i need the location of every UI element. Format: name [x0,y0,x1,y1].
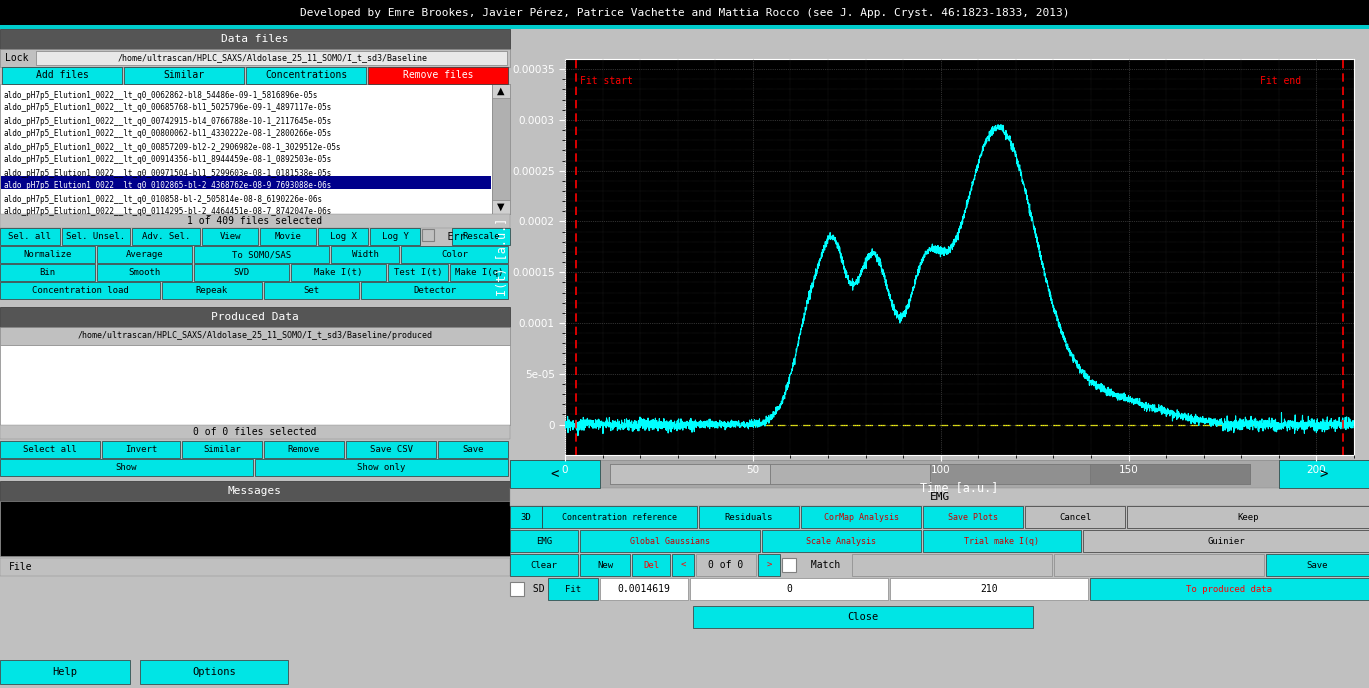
Text: Make I(q): Make I(q) [455,268,504,277]
Text: Test I(t): Test I(t) [394,268,442,277]
Text: Messages: Messages [229,486,282,496]
Text: Save: Save [463,445,483,454]
Text: Color: Color [441,250,468,259]
Text: aldo_pH7p5_Elution1_0022__lt_q0_00857209-bl2-2_2906982e-08-1_3029512e-05s: aldo_pH7p5_Elution1_0022__lt_q0_00857209… [3,142,341,151]
Text: Adv. Sel.: Adv. Sel. [142,232,190,241]
Text: Invert: Invert [125,445,157,454]
Text: Save Plots: Save Plots [947,513,998,522]
Text: Similar: Similar [163,70,204,80]
Text: Cancel: Cancel [1058,513,1091,522]
Text: Fit end: Fit end [1259,76,1301,87]
Text: Movie: Movie [275,232,301,241]
Text: View: View [219,232,241,241]
Text: Match: Match [805,560,841,570]
Text: To SOMO/SAS: To SOMO/SAS [231,250,292,259]
Text: >: > [1320,467,1328,481]
Text: Save: Save [1307,561,1328,570]
Text: <: < [550,467,559,481]
Text: Concentrations: Concentrations [264,70,348,80]
Text: Del: Del [643,561,658,570]
Text: aldo_pH7p5_Elution1_0022__lt_q0_00800062-bl1_4330222e-08-1_2800266e-05s: aldo_pH7p5_Elution1_0022__lt_q0_00800062… [3,129,331,138]
Text: Save CSV: Save CSV [370,445,412,454]
Text: Lock: Lock [5,53,29,63]
Text: 1 of 409 files selected: 1 of 409 files selected [188,216,323,226]
Text: Show: Show [116,463,137,472]
Text: Remove files: Remove files [402,70,474,80]
Y-axis label: I(t) [a.u.]: I(t) [a.u.] [496,218,509,297]
Text: SD: SD [527,584,545,594]
Text: Produced Data: Produced Data [211,312,298,322]
Text: Err: Err [430,231,465,241]
Text: aldo_pH7p5_Elution1_0022__lt_q0_00685768-bl1_5025796e-09-1_4897117e-05s: aldo_pH7p5_Elution1_0022__lt_q0_00685768… [3,103,331,113]
Text: aldo_pH7p5_Elution1_0022__lt_q0_010858-bl-2_505814e-08-8_6190226e-06s: aldo_pH7p5_Elution1_0022__lt_q0_010858-b… [3,195,322,204]
Text: 0: 0 [786,584,791,594]
Text: Bin: Bin [40,268,56,277]
X-axis label: Time [a.u.]: Time [a.u.] [920,481,999,494]
Text: Residuals: Residuals [724,513,773,522]
Text: Options: Options [192,667,235,677]
Text: aldo_pH7p5_Elution1_0022__lt_q0_00742915-bl4_0766788e-10-1_2117645e-05s: aldo_pH7p5_Elution1_0022__lt_q0_00742915… [3,116,331,125]
Text: aldo_pH7p5_Elution1_0022__lt_q0_0114295-bl-2_4464451e-08-7_8742047e-06s: aldo_pH7p5_Elution1_0022__lt_q0_0114295-… [3,208,331,217]
Text: File: File [10,562,33,572]
Text: Fit start: Fit start [580,76,632,87]
Text: Concentration load: Concentration load [31,286,129,295]
Text: 210: 210 [980,584,998,594]
Text: Detector: Detector [413,286,456,295]
Text: Trial make I(q): Trial make I(q) [965,537,1039,546]
Text: Average: Average [126,250,163,259]
Text: EMG: EMG [930,492,950,502]
Text: Smooth: Smooth [129,268,160,277]
Text: Normalize: Normalize [23,250,71,259]
Text: Data files: Data files [222,34,289,44]
Text: 0.0014619: 0.0014619 [617,584,671,594]
Text: Log Y: Log Y [382,232,408,241]
Text: Clear: Clear [531,561,557,570]
Text: Rescale: Rescale [463,232,500,241]
Text: ▼: ▼ [497,202,505,212]
Text: Sel. Unsel.: Sel. Unsel. [67,232,126,241]
Text: Similar: Similar [203,445,241,454]
Text: CorMap Analysis: CorMap Analysis [824,513,898,522]
Text: Remove: Remove [287,445,320,454]
Text: 0 of 0: 0 of 0 [708,560,743,570]
Text: ▲: ▲ [497,86,505,96]
Text: Developed by Emre Brookes, Javier Pérez, Patrice Vachette and Mattia Rocco (see : Developed by Emre Brookes, Javier Pérez,… [300,8,1069,18]
Text: /home/ultrascan/HPLC_SAXS/Aldolase_25_11_SOMO/I_t_sd3/Baseline/produced: /home/ultrascan/HPLC_SAXS/Aldolase_25_11… [78,332,433,341]
Text: Select all: Select all [23,445,77,454]
Text: Width: Width [352,250,378,259]
Text: Repeak: Repeak [196,286,229,295]
Text: <: < [680,561,686,570]
Text: SVD: SVD [234,268,249,277]
Text: Set: Set [304,286,319,295]
Text: 3D: 3D [520,513,531,522]
Text: New: New [597,561,613,570]
Text: aldo_pH7p5_Elution1_0022__lt_q0_00971504-bl1_5299603e-08-1_0181538e-05s: aldo_pH7p5_Elution1_0022__lt_q0_00971504… [3,169,331,178]
Text: Sel. all: Sel. all [8,232,52,241]
Text: EMG: EMG [535,537,552,546]
Text: Make I(t): Make I(t) [315,268,363,277]
Text: Keep: Keep [1238,513,1258,522]
Text: Global Gaussians: Global Gaussians [630,537,711,546]
Text: Close: Close [847,612,879,622]
Text: /home/ultrascan/HPLC_SAXS/Aldolase_25_11_SOMO/I_t_sd3/Baseline: /home/ultrascan/HPLC_SAXS/Aldolase_25_11… [118,54,427,63]
Text: aldo_pH7p5_Elution1_0022__lt_q0_00914356-bl1_8944459e-08-1_0892503e-05s: aldo_pH7p5_Elution1_0022__lt_q0_00914356… [3,155,331,164]
Text: Help: Help [52,667,78,677]
Text: Scale Analysis: Scale Analysis [806,537,876,546]
Text: Fit: Fit [565,585,580,594]
Text: aldo_pH7p5_Elution1_0022__lt_q0_0102865-bl-2_4368762e-08-9_7693088e-06s: aldo_pH7p5_Elution1_0022__lt_q0_0102865-… [3,182,331,191]
Text: Show only: Show only [357,463,405,472]
Text: Log X: Log X [330,232,356,241]
Text: Guinier: Guinier [1207,537,1244,546]
Text: Add files: Add files [36,70,89,80]
Text: 0 of 0 files selected: 0 of 0 files selected [193,427,316,437]
Text: >: > [767,561,772,570]
Text: Concentration reference: Concentration reference [563,513,678,522]
Text: To produced data: To produced data [1187,585,1273,594]
Text: aldo_pH7p5_Elution1_0022__lt_q0_0062862-bl8_54486e-09-1_5816896e-05s: aldo_pH7p5_Elution1_0022__lt_q0_0062862-… [3,91,318,100]
